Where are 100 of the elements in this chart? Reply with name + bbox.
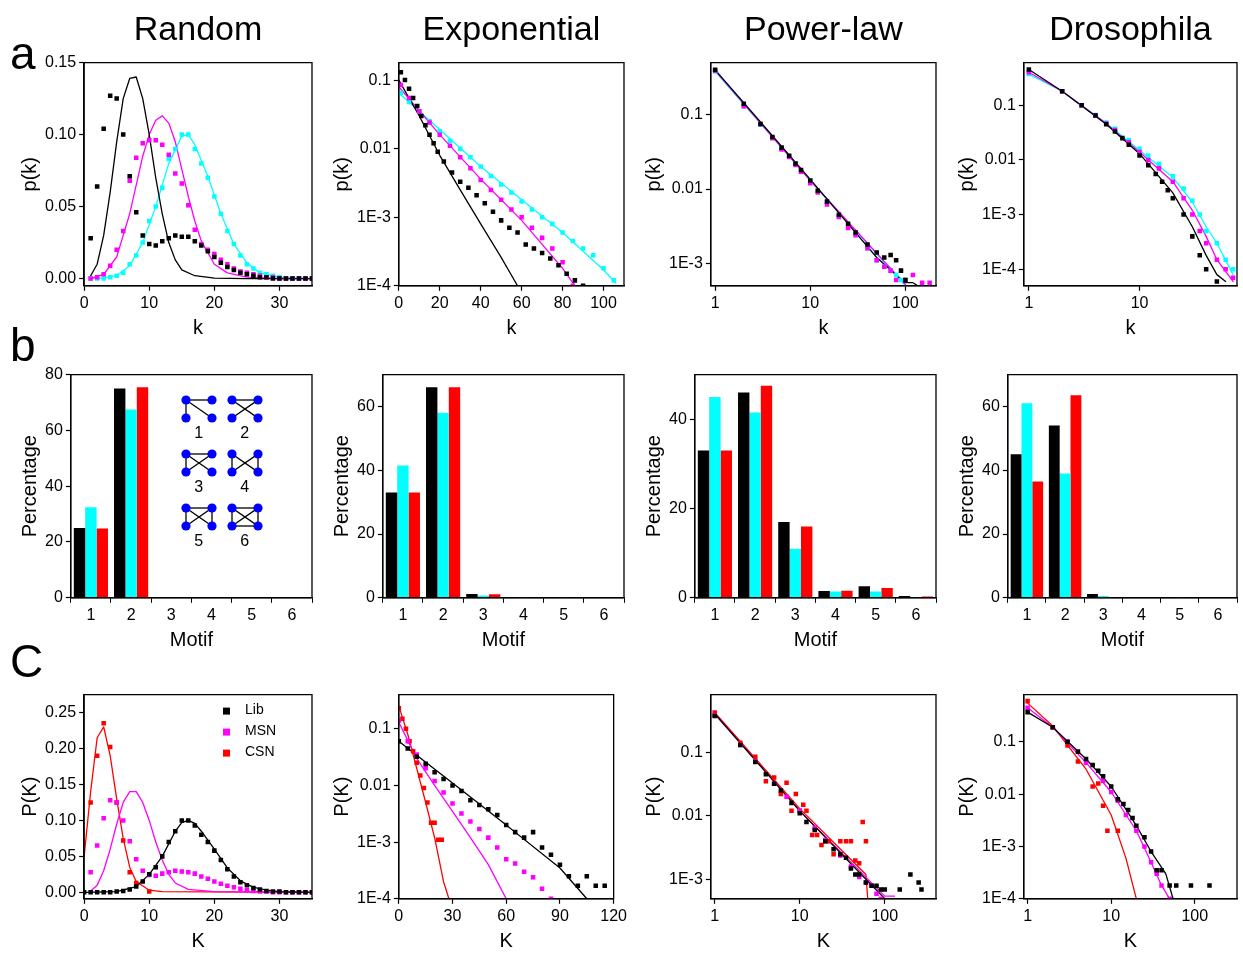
x-tick-label: 5 <box>247 605 257 623</box>
x-tick-label: 10 <box>801 293 820 311</box>
x-tick-label: 4 <box>207 605 217 623</box>
y-tick-label: 0 <box>53 588 63 606</box>
x-axis-title: k <box>1125 315 1137 338</box>
x-tick-label: 0 <box>394 906 404 924</box>
y-tick-label: 40 <box>357 460 375 478</box>
y-tick-label: 1E-3 <box>669 253 703 271</box>
x-axis-title: Motif <box>169 627 214 650</box>
x-tick-label: 0 <box>79 293 89 311</box>
x-tick-label: 10 <box>1130 293 1149 311</box>
y-tick-label: 1E-4 <box>357 889 391 907</box>
annotation: 1 <box>193 423 205 442</box>
x-axis-title: K <box>816 928 831 951</box>
y-tick-label: 1E-4 <box>357 276 391 294</box>
x-tick-label: 100 <box>1181 906 1209 924</box>
x-tick-label: 6 <box>287 605 297 623</box>
y-axis-title: Percentage <box>954 435 977 538</box>
x-tick-label: 4 <box>1137 605 1147 623</box>
x-tick-label: 2 <box>750 605 760 623</box>
y-tick-label: 1E-4 <box>982 889 1016 907</box>
y-axis-title: Percentage <box>17 435 40 538</box>
y-axis-title: p(k) <box>641 156 664 192</box>
y-tick-label: 0.25 <box>45 702 77 720</box>
annotation: 3 <box>193 477 205 496</box>
x-tick-label: 10 <box>1102 906 1121 924</box>
y-tick-label: 0 <box>990 588 1000 606</box>
y-tick-label: 0.01 <box>671 806 703 824</box>
y-tick-label: 0.15 <box>45 774 77 792</box>
x-tick-label: 1 <box>1024 293 1034 311</box>
y-tick-label: 0.05 <box>45 846 77 864</box>
x-tick-label: 100 <box>892 293 919 311</box>
legend-label: MSN <box>245 722 277 739</box>
x-tick-label: 30 <box>270 906 289 924</box>
x-tick-label: 60 <box>512 293 531 311</box>
x-tick-label: 100 <box>871 906 899 924</box>
y-tick-label: 1E-3 <box>982 836 1016 854</box>
x-tick-label: 1 <box>86 605 96 623</box>
y-tick-label: 40 <box>982 460 1000 478</box>
x-tick-label: 80 <box>553 293 572 311</box>
y-tick-label: 0.1 <box>993 732 1016 750</box>
y-tick-label: 1E-3 <box>982 205 1016 223</box>
x-tick-label: 30 <box>270 293 289 311</box>
y-tick-label: 0.10 <box>45 810 77 828</box>
y-tick-label: 1E-3 <box>357 832 391 850</box>
x-tick-label: 90 <box>551 906 569 924</box>
y-axis-title: P(K) <box>954 776 977 817</box>
x-tick-label: 1 <box>398 605 408 623</box>
x-axis-title: K <box>191 928 206 951</box>
y-tick-label: 0.01 <box>984 784 1016 802</box>
x-tick-label: 100 <box>590 293 617 311</box>
y-axis-title: P(K) <box>17 776 40 817</box>
x-axis-title: k <box>506 315 518 338</box>
chart-title: Power-law <box>743 8 904 48</box>
x-tick-label: 6 <box>1213 605 1223 623</box>
y-tick-label: 40 <box>669 409 687 427</box>
y-tick-label: 0.00 <box>45 882 77 900</box>
y-tick-label: 0.1 <box>368 719 391 737</box>
x-tick-label: 60 <box>497 906 516 924</box>
y-axis-title: Percentage <box>641 435 664 538</box>
x-tick-label: 30 <box>443 906 462 924</box>
x-tick-label: 1 <box>1023 906 1033 924</box>
x-tick-label: 5 <box>559 605 569 623</box>
y-tick-label: 0.1 <box>680 742 703 760</box>
x-axis-title: K <box>1123 928 1138 951</box>
x-tick-label: 2 <box>126 605 136 623</box>
y-tick-label: 0.1 <box>368 70 391 88</box>
y-tick-label: 40 <box>45 476 63 494</box>
y-tick-label: 0.00 <box>45 269 77 287</box>
y-tick-label: 60 <box>45 420 63 438</box>
text: b <box>10 319 36 371</box>
x-axis-title: K <box>499 928 514 951</box>
y-axis-title: p(k) <box>954 156 977 192</box>
x-tick-label: 4 <box>831 605 841 623</box>
x-tick-label: 3 <box>166 605 176 623</box>
y-tick-label: 0.05 <box>45 197 77 215</box>
y-axis-title: Percentage <box>329 435 352 538</box>
x-tick-label: 6 <box>599 605 609 623</box>
y-axis-title: P(K) <box>329 776 352 817</box>
annotation: 5 <box>193 531 205 550</box>
y-axis-title: P(K) <box>641 776 664 817</box>
annotation: 2 <box>239 423 251 442</box>
x-tick-label: 10 <box>140 906 159 924</box>
x-tick-label: 10 <box>140 293 159 311</box>
x-tick-label: 20 <box>205 293 224 311</box>
x-tick-label: 1 <box>710 906 720 924</box>
x-tick-label: 4 <box>519 605 529 623</box>
x-tick-label: 120 <box>600 906 628 924</box>
y-tick-label: 0.01 <box>359 139 391 157</box>
y-tick-label: 0 <box>365 588 375 606</box>
x-tick-label: 1 <box>710 605 720 623</box>
y-tick-label: 1E-3 <box>669 870 703 888</box>
text: C <box>10 635 44 687</box>
x-axis-title: k <box>818 315 830 338</box>
y-tick-label: 0.20 <box>45 738 77 756</box>
x-tick-label: 10 <box>790 906 809 924</box>
chart-title: Drosophila <box>1048 8 1213 48</box>
legend-label: Lib <box>245 701 264 718</box>
x-tick-label: 20 <box>205 906 224 924</box>
x-tick-label: 0 <box>394 293 404 311</box>
